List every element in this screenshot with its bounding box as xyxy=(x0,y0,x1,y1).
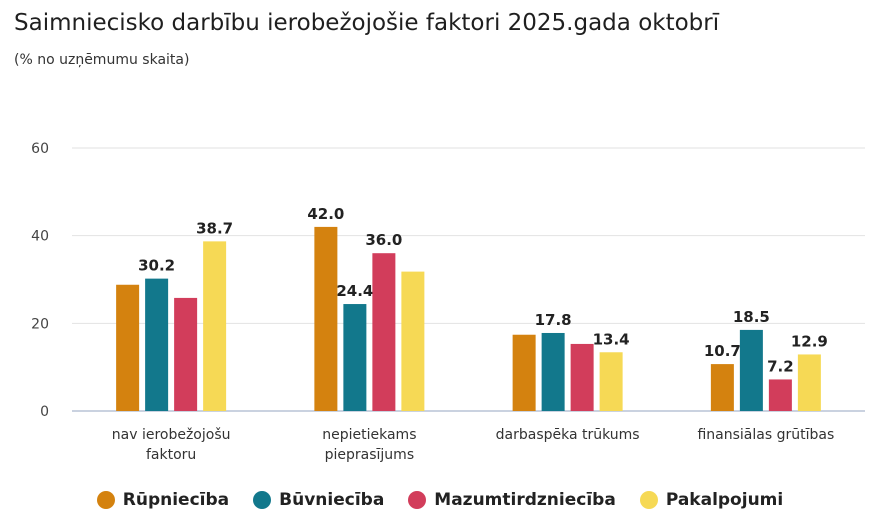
bar xyxy=(145,278,169,411)
bar xyxy=(174,297,198,411)
bar xyxy=(739,329,763,411)
bar xyxy=(768,379,792,411)
legend-label: Būvniecība xyxy=(279,490,385,510)
bar xyxy=(570,343,594,411)
x-tick-label: nepietiekams xyxy=(322,427,416,443)
bar xyxy=(116,284,140,411)
legend-label: Pakalpojumi xyxy=(665,490,784,510)
chart-subtitle: (% no uzņēmumu skaita) xyxy=(14,52,190,68)
data-label: 24.4 xyxy=(336,282,373,300)
bar xyxy=(541,332,565,411)
data-label: 42.0 xyxy=(307,205,344,223)
y-tick-label: 0 xyxy=(40,404,49,420)
x-tick-label: finansiālas grūtības xyxy=(697,427,834,443)
bar xyxy=(401,271,425,411)
data-label: 36.0 xyxy=(365,231,402,249)
x-tick-label: nav ierobežojošu xyxy=(112,427,231,443)
data-label: 38.7 xyxy=(196,219,233,237)
data-label: 30.2 xyxy=(138,257,175,275)
legend-swatch-buvnieciba xyxy=(253,491,272,509)
legend-swatch-rupnieciba xyxy=(96,491,115,509)
legend-label: Rūpniecība xyxy=(122,490,230,510)
legend-item-rupnieciba[interactable]: Rūpniecība xyxy=(96,490,230,510)
bar xyxy=(343,304,367,411)
data-label: 12.9 xyxy=(791,332,828,350)
legend-label: Mazumtirdzniecība xyxy=(434,490,616,510)
legend: Rūpniecība Būvniecība Mazumtirdzniecība … xyxy=(0,490,880,510)
y-tick-label: 60 xyxy=(31,141,49,157)
data-label: 10.7 xyxy=(704,342,741,360)
data-label: 13.4 xyxy=(593,330,630,348)
x-tick-label: darbaspēka trūkums xyxy=(496,427,640,443)
bar xyxy=(372,253,396,411)
data-label: 18.5 xyxy=(733,308,770,326)
data-label: 7.2 xyxy=(767,357,794,375)
x-tick-label: faktoru xyxy=(146,447,196,463)
bar xyxy=(512,334,536,411)
y-tick-label: 20 xyxy=(31,316,49,332)
y-tick-label: 40 xyxy=(31,229,49,245)
legend-item-buvnieciba[interactable]: Būvniecība xyxy=(253,490,384,510)
legend-item-mazumtirdznieciba[interactable]: Mazumtirdzniecība xyxy=(408,490,616,510)
bar xyxy=(797,354,821,411)
bar xyxy=(710,364,734,411)
x-tick-label: pieprasījums xyxy=(325,447,415,463)
data-label: 17.8 xyxy=(535,311,572,329)
bar xyxy=(314,226,338,411)
legend-swatch-mazumtirdznieciba xyxy=(408,491,427,509)
bar xyxy=(203,241,227,411)
legend-swatch-pakalpojumi xyxy=(639,491,658,509)
bar xyxy=(599,352,623,411)
legend-item-pakalpojumi[interactable]: Pakalpojumi xyxy=(639,490,784,510)
chart-title: Saimniecisko darbību ierobežojošie fakto… xyxy=(14,10,720,36)
